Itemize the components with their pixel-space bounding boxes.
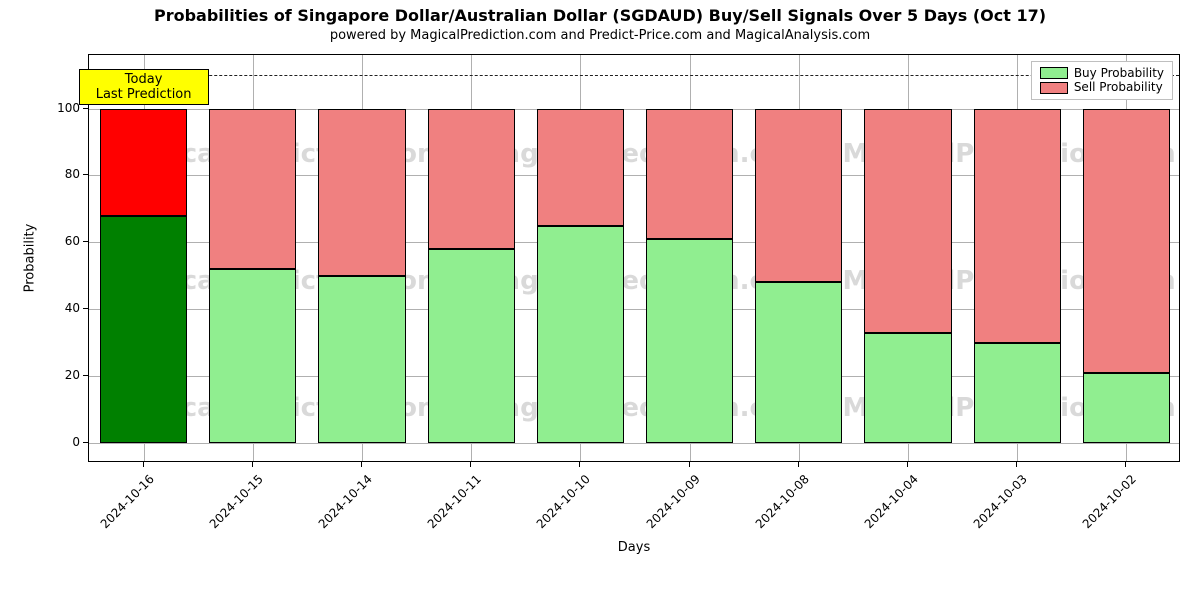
- y-tick-label: 40: [65, 301, 80, 315]
- legend-swatch: [1040, 82, 1068, 94]
- bar-sell: [864, 109, 951, 333]
- figure: Probabilities of Singapore Dollar/Austra…: [0, 0, 1200, 600]
- y-tick-label: 0: [72, 435, 80, 449]
- x-tick-label: 2024-10-14: [316, 472, 375, 531]
- x-tick-mark: [1016, 462, 1017, 467]
- bar-buy: [318, 276, 405, 443]
- y-tick-label: 60: [65, 234, 80, 248]
- legend-label: Buy Probability: [1074, 66, 1164, 80]
- bar-sell: [974, 109, 1061, 343]
- threshold-line: [89, 75, 1179, 76]
- bar-buy: [100, 216, 187, 443]
- legend-label: Sell Probability: [1074, 80, 1163, 94]
- x-tick-label: 2024-10-04: [862, 472, 921, 531]
- y-tick-mark: [83, 375, 88, 376]
- y-tick-label: 100: [57, 101, 80, 115]
- y-axis-label: Probability: [23, 224, 38, 293]
- bar-buy: [974, 343, 1061, 443]
- x-tick-label: 2024-10-11: [425, 472, 484, 531]
- x-tick-mark: [252, 462, 253, 467]
- bar-buy: [428, 249, 515, 443]
- bar-sell: [537, 109, 624, 226]
- x-tick-mark: [361, 462, 362, 467]
- bar-buy: [755, 282, 842, 443]
- bar-buy: [537, 226, 624, 443]
- x-tick-label: 2024-10-03: [971, 472, 1030, 531]
- x-tick-mark: [907, 462, 908, 467]
- bar-sell: [209, 109, 296, 270]
- x-tick-label: 2024-10-16: [97, 472, 156, 531]
- y-tick-label: 80: [65, 167, 80, 181]
- y-tick-mark: [83, 308, 88, 309]
- today-callout: TodayLast Prediction: [79, 69, 209, 105]
- bar-sell: [428, 109, 515, 249]
- y-tick-mark: [83, 241, 88, 242]
- x-axis-label: Days: [618, 540, 650, 555]
- y-tick-mark: [83, 108, 88, 109]
- bar-buy: [1083, 373, 1170, 443]
- x-tick-label: 2024-10-02: [1080, 472, 1139, 531]
- x-tick-mark: [579, 462, 580, 467]
- bar-sell: [1083, 109, 1170, 373]
- x-tick-label: 2024-10-15: [206, 472, 265, 531]
- callout-line1: Today: [88, 72, 200, 87]
- bar-buy: [864, 333, 951, 443]
- bar-sell: [755, 109, 842, 283]
- plot-area: MagicalPrediction.comMagicalPrediction.c…: [88, 54, 1180, 462]
- x-tick-label: 2024-10-09: [643, 472, 702, 531]
- legend-item: Buy Probability: [1040, 66, 1164, 80]
- bar-sell: [100, 109, 187, 216]
- y-tick-label: 20: [65, 368, 80, 382]
- legend: Buy ProbabilitySell Probability: [1031, 61, 1173, 100]
- x-tick-mark: [798, 462, 799, 467]
- bar-sell: [318, 109, 405, 276]
- bar-sell: [646, 109, 733, 239]
- x-tick-mark: [1125, 462, 1126, 467]
- chart-title: Probabilities of Singapore Dollar/Austra…: [0, 6, 1200, 25]
- x-tick-label: 2024-10-10: [534, 472, 593, 531]
- chart-subtitle: powered by MagicalPrediction.com and Pre…: [0, 28, 1200, 43]
- legend-item: Sell Probability: [1040, 80, 1164, 94]
- x-tick-mark: [143, 462, 144, 467]
- legend-swatch: [1040, 67, 1068, 79]
- y-tick-mark: [83, 174, 88, 175]
- x-tick-mark: [689, 462, 690, 467]
- callout-line2: Last Prediction: [88, 87, 200, 102]
- x-tick-label: 2024-10-08: [752, 472, 811, 531]
- y-tick-mark: [83, 442, 88, 443]
- x-tick-mark: [470, 462, 471, 467]
- bar-buy: [209, 269, 296, 443]
- bar-buy: [646, 239, 733, 443]
